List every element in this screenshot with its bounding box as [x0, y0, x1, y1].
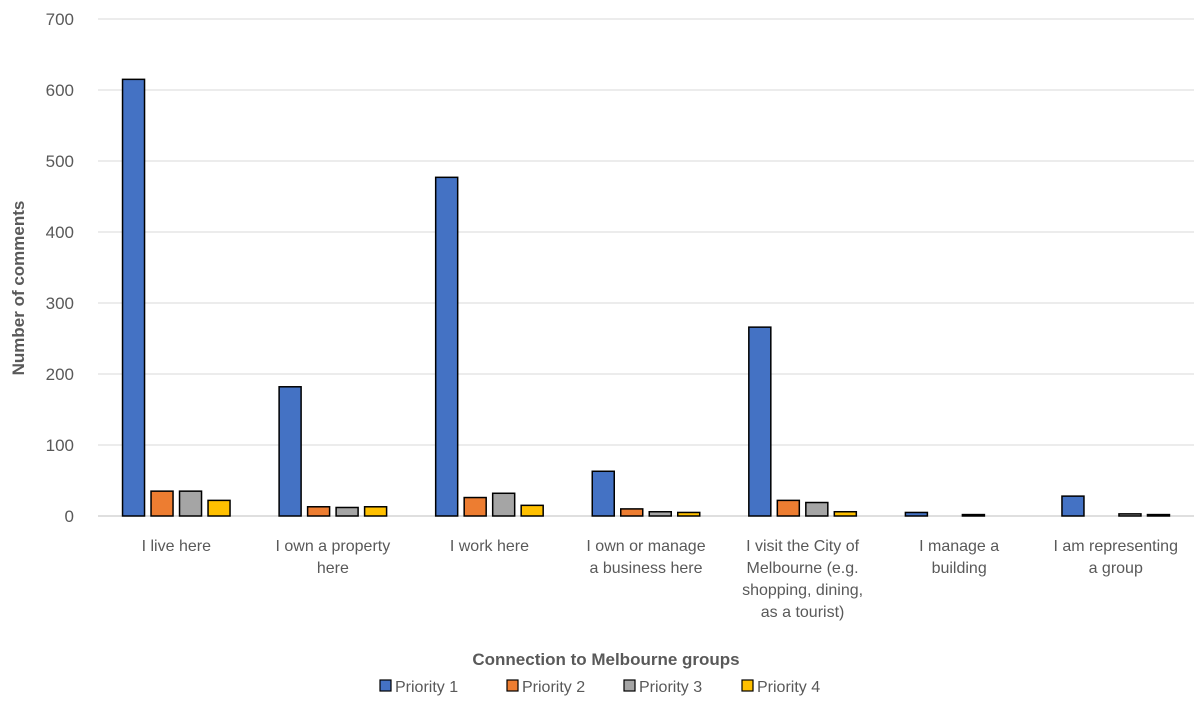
- bar-priority-3: [648, 510, 672, 517]
- y-tick-label: 700: [46, 10, 74, 29]
- x-category-label-line: a business here: [590, 560, 703, 577]
- bar-priority-1: [904, 511, 929, 517]
- x-category-label-line: as a tourist): [761, 604, 845, 621]
- bar-priority-2: [306, 506, 331, 517]
- legend-swatch: [741, 679, 754, 692]
- y-tick-label: 200: [46, 365, 74, 384]
- x-category-label-line: I visit the City of: [746, 538, 859, 555]
- x-category-label-line: building: [932, 560, 987, 577]
- y-tick-label: 400: [46, 223, 74, 242]
- bars: [121, 78, 1171, 517]
- bar-priority-4: [833, 510, 858, 517]
- y-axis-title: Number of comments: [9, 201, 28, 376]
- legend-label: Priority 2: [522, 679, 585, 696]
- legend-swatch: [623, 679, 636, 692]
- bar-priority-4: [520, 504, 544, 517]
- bar-priority-3: [335, 506, 359, 517]
- y-tick-label: 0: [65, 507, 74, 526]
- y-tick-label: 600: [46, 81, 74, 100]
- x-axis-categories: I live here I own a property here I work he…: [142, 538, 1178, 621]
- gridlines: [98, 18, 1194, 517]
- x-category-label: I own a property here: [275, 538, 390, 577]
- y-tick-label: 100: [46, 436, 74, 455]
- y-tick-label: 300: [46, 294, 74, 313]
- x-category-label-line: I work here: [450, 538, 529, 555]
- bar-priority-1: [1061, 495, 1085, 517]
- legend-label: Priority 1: [395, 679, 458, 696]
- bar-priority-1: [748, 326, 772, 517]
- bar-priority-4: [1146, 513, 1171, 517]
- x-category-label-line: here: [317, 560, 349, 577]
- x-category-label-line: I own or manage: [586, 538, 705, 555]
- x-category-label-line: Melbourne (e.g.: [747, 560, 859, 577]
- bar-priority-3: [1118, 513, 1142, 517]
- bar-priority-1: [121, 78, 146, 517]
- x-category-label-line: I live here: [142, 538, 211, 555]
- x-category-label-line: I own a property: [275, 538, 390, 555]
- y-axis-ticks: 0 100 200 300 400 500 600 700: [46, 10, 74, 526]
- bar-priority-2: [776, 499, 801, 517]
- x-category-label: I manage a building: [919, 538, 999, 577]
- legend-label: Priority 3: [639, 679, 702, 696]
- x-category-label-line: I manage a: [919, 538, 999, 555]
- x-category-label-line: I am representing: [1053, 538, 1178, 555]
- legend-swatch: [506, 679, 519, 692]
- bar-priority-2: [150, 490, 174, 517]
- legend-label: Priority 4: [757, 679, 820, 696]
- x-axis-title: Connection to Melbourne groups: [472, 650, 739, 669]
- bar-priority-1: [591, 470, 615, 517]
- bar-priority-3: [178, 490, 203, 517]
- x-category-label: I visit the City of Melbourne (e.g. shoppi…: [742, 538, 863, 621]
- x-category-label: I work here: [450, 538, 529, 555]
- bar-priority-2: [463, 496, 487, 517]
- x-category-label: I live here: [142, 538, 211, 555]
- x-category-label-line: a group: [1089, 560, 1143, 577]
- legend: Priority 1 Priority 2 Priority 3 Priority 4: [379, 679, 820, 696]
- bar-priority-1: [278, 386, 302, 517]
- bar-priority-4: [207, 499, 231, 517]
- bar-priority-3: [491, 492, 516, 517]
- x-category-label: I am representing a group: [1053, 538, 1178, 577]
- y-tick-label: 500: [46, 152, 74, 171]
- bar-priority-1: [434, 176, 459, 517]
- x-category-label-line: shopping, dining,: [742, 582, 863, 599]
- x-category-label: I own or manage a business here: [586, 538, 705, 577]
- bar-priority-3: [961, 513, 986, 517]
- legend-swatch: [379, 679, 392, 692]
- bar-priority-3: [805, 501, 829, 517]
- bar-priority-4: [363, 506, 388, 517]
- bar-priority-4: [677, 511, 701, 517]
- bar-priority-2: [620, 508, 644, 517]
